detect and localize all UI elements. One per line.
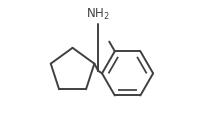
Text: NH$_2$: NH$_2$ [86, 7, 110, 22]
